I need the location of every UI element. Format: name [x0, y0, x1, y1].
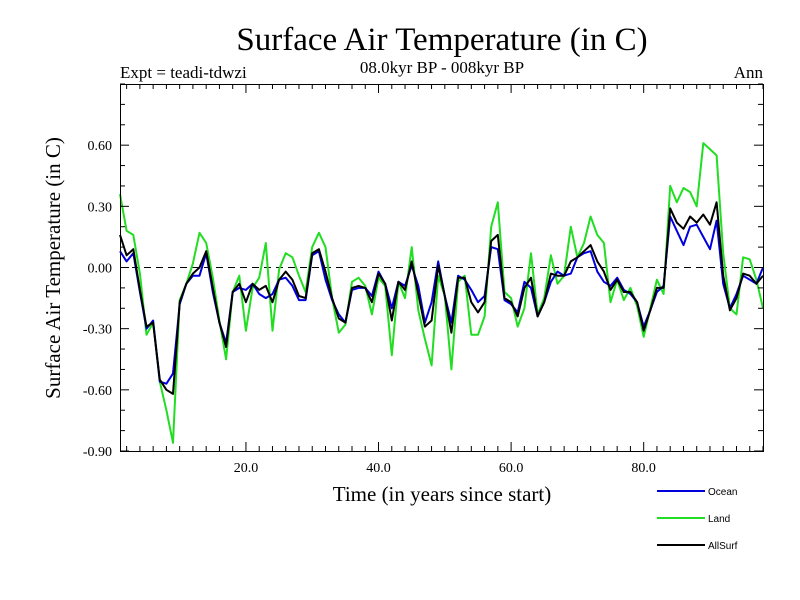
chart-subtitle: 08.0kyr BP - 008kyr BP [360, 58, 524, 77]
y-axis-label: Surface Air Temperature (in C) [41, 137, 65, 399]
x-tick-label: 20.0 [234, 461, 259, 476]
y-tick-label: -0.60 [83, 384, 112, 399]
legend-label-allsurf: AllSurf [708, 541, 738, 552]
x-tick-label: 40.0 [366, 461, 391, 476]
chart-title: Surface Air Temperature (in C) [236, 22, 647, 58]
y-tick-label: -0.30 [83, 323, 112, 338]
series-line-land [119, 142, 764, 444]
legend: Ocean Land AllSurf [657, 487, 738, 552]
y-tick-label: 0.60 [88, 139, 113, 154]
y-tick-label: 0.30 [88, 200, 113, 215]
expt-label: Expt = teadi-tdwzi [120, 63, 247, 82]
legend-label-ocean: Ocean [708, 487, 737, 498]
x-tick-label: 60.0 [499, 461, 524, 476]
x-axis-label: Time (in years since start) [333, 482, 552, 506]
series-line-allsurf [119, 201, 764, 395]
season-label: Ann [734, 63, 764, 82]
legend-label-land: Land [708, 514, 730, 525]
y-tick-label: -0.90 [83, 445, 112, 460]
x-tick-label: 80.0 [631, 461, 656, 476]
y-tick-label: 0.00 [88, 262, 113, 277]
